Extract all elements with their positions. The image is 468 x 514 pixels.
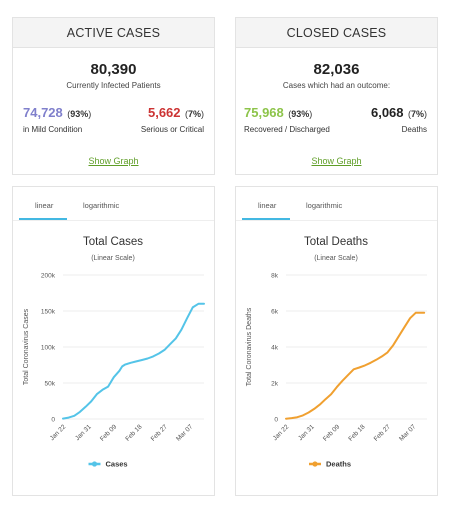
- deaths-pct-wrap: (7%): [407, 109, 427, 119]
- recovered-stat: 75,968 (93%) Recovered / Discharged: [244, 104, 330, 134]
- y-axis-label: Total Coronavirus Deaths: [246, 307, 253, 386]
- y-tick-label: 8k: [271, 273, 279, 280]
- active-cases-total: 80,390: [90, 61, 137, 78]
- total-cases-chart: Total Cases (Linear Scale) 0 50k 100k 150k 200…: [23, 236, 205, 469]
- x-tick-label: Jan 22: [272, 423, 291, 442]
- y-tick-label: 0: [51, 417, 55, 424]
- legend-label: Deaths: [326, 460, 351, 469]
- serious-label: Serious or Critical: [140, 125, 204, 134]
- x-tick-label: Feb 18: [124, 423, 144, 443]
- x-tick-label: Feb 18: [347, 423, 367, 443]
- recovered-pct-wrap: (93%): [288, 109, 313, 119]
- y-tick-label: 4k: [271, 345, 279, 352]
- recovered-label: Recovered / Discharged: [244, 125, 330, 134]
- closed-show-graph-link[interactable]: Show Graph: [311, 156, 362, 166]
- x-tick-label: Jan 31: [297, 423, 316, 442]
- tab-logarithmic[interactable]: logarithmic: [83, 201, 120, 210]
- serious-value: 5,662: [147, 105, 181, 120]
- deaths-chart-tabs: linear logarithmic: [236, 187, 437, 221]
- active-cases-breakdown: 74,728 (93%) in Mild Condition 5,662 (7%…: [13, 104, 214, 144]
- chart-subtitle: (Linear Scale): [314, 255, 358, 262]
- y-tick-label: 2k: [271, 381, 279, 388]
- y-tick-label: 0: [274, 417, 278, 424]
- total-cases-chart-card: linear logarithmic Total Cases (Linear Sc…: [12, 186, 215, 496]
- x-tick-label: Feb 09: [99, 423, 119, 443]
- mild-value: 74,728: [23, 105, 63, 120]
- deaths-stat: 6,068 (7%) Deaths: [371, 104, 427, 134]
- y-tick-label: 150k: [41, 309, 56, 316]
- active-tab-indicator: [19, 218, 67, 220]
- serious-pct: 7%: [187, 109, 201, 119]
- chart-title: Total Cases: [83, 236, 143, 248]
- chart-title: Total Deaths: [304, 236, 368, 248]
- closed-cases-breakdown: 75,968 (93%) Recovered / Discharged 6,06…: [236, 104, 437, 144]
- x-tick-label: Feb 09: [322, 423, 342, 443]
- closed-cases-header: CLOSED CASES: [236, 18, 437, 48]
- x-tick-label: Jan 22: [49, 423, 68, 442]
- series-line-deaths: [285, 311, 426, 420]
- x-tick-label: Feb 27: [150, 423, 170, 443]
- legend-label: Cases: [106, 460, 128, 469]
- series-line-cases: [62, 302, 205, 420]
- mild-pct: 93%: [70, 109, 89, 119]
- serious-condition-stat: 5,662 (7%) Serious or Critical: [141, 104, 204, 134]
- recovered-pct: 93%: [291, 109, 310, 119]
- total-deaths-chart: Total Deaths (Linear Scale) 0 2k 4k 6k 8k Total…: [246, 236, 427, 469]
- mild-pct-wrap: (93%): [67, 109, 92, 119]
- legend-marker: [312, 461, 318, 467]
- deaths-value: 6,068: [370, 105, 404, 120]
- active-cases-header: ACTIVE CASES: [13, 18, 214, 48]
- active-cases-card: ACTIVE CASES 80,390 Currently Infected P…: [12, 17, 215, 175]
- tab-linear[interactable]: linear: [35, 201, 54, 210]
- tab-logarithmic[interactable]: logarithmic: [306, 201, 343, 210]
- closed-cases-total: 82,036: [313, 61, 360, 78]
- active-show-graph-link[interactable]: Show Graph: [88, 156, 139, 166]
- closed-cases-subtitle: Cases which had an outcome:: [282, 81, 391, 90]
- active-cases-subtitle: Currently Infected Patients: [66, 81, 161, 90]
- deaths-label: Deaths: [401, 125, 427, 134]
- deaths-pct: 7%: [410, 109, 424, 119]
- active-tab-indicator: [242, 218, 290, 220]
- closed-cases-card: CLOSED CASES 82,036 Cases which had an o…: [235, 17, 438, 175]
- legend-marker: [91, 461, 98, 467]
- y-tick-label: 200k: [41, 273, 56, 280]
- total-deaths-chart-card: linear logarithmic Total Deaths (Linear S…: [235, 186, 438, 496]
- y-tick-label: 100k: [41, 345, 56, 352]
- recovered-value: 75,968: [244, 105, 284, 120]
- mild-label: in Mild Condition: [23, 125, 83, 134]
- tab-linear[interactable]: linear: [258, 201, 277, 210]
- x-tick-label: Mar 07: [175, 423, 195, 443]
- y-tick-label: 6k: [271, 309, 279, 316]
- mild-condition-stat: 74,728 (93%) in Mild Condition: [23, 104, 91, 134]
- y-axis-label: Total Coronavirus Cases: [23, 308, 30, 385]
- cases-chart-tabs: linear logarithmic: [13, 187, 214, 221]
- x-tick-label: Feb 27: [373, 423, 393, 443]
- x-tick-label: Jan 31: [74, 423, 93, 442]
- serious-pct-wrap: (7%): [184, 109, 204, 119]
- x-tick-label: Mar 07: [398, 423, 418, 443]
- chart-subtitle: (Linear Scale): [91, 255, 135, 262]
- y-tick-label: 50k: [45, 381, 56, 388]
